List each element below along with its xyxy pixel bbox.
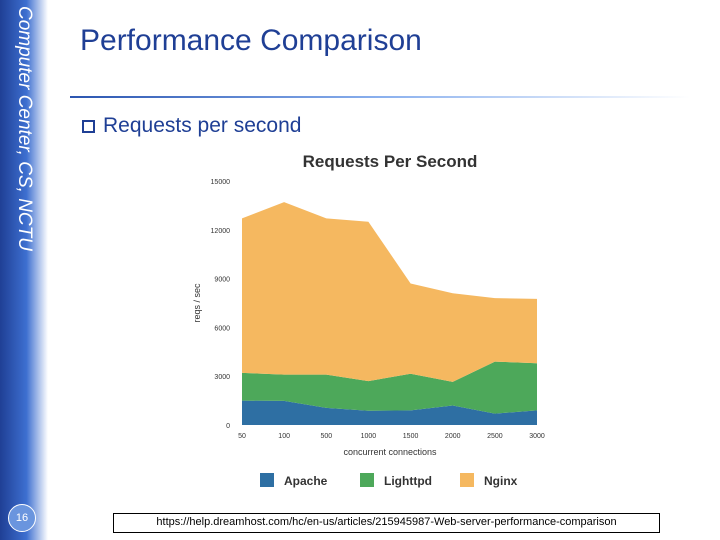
title-divider	[70, 96, 690, 98]
sidebar-vertical-text: Computer Center, CS, NCTU	[14, 6, 35, 251]
legend-swatch-nginx	[460, 473, 474, 487]
x-tick-label: 50	[238, 433, 246, 440]
chart-title: Requests Per Second	[303, 152, 478, 171]
checkbox-bullet-icon	[82, 120, 95, 133]
x-tick-label: 1500	[403, 433, 419, 440]
slide-title: Performance Comparison	[80, 24, 422, 57]
x-tick-label: 100	[278, 433, 290, 440]
y-tick-label: 12000	[211, 228, 231, 235]
legend-swatch-lighttpd	[360, 473, 374, 487]
bullet-text: Requests per second	[103, 114, 302, 137]
requests-chart: Requests Per Second 0 3000 6000 9000 12000 15…	[192, 152, 545, 488]
sidebar: Computer Center, CS, NCTU 16	[0, 0, 48, 540]
y-axis-label: reqs / sec	[192, 283, 202, 323]
area-apache	[242, 400, 537, 425]
y-tick-label: 6000	[214, 325, 230, 332]
y-tick-label: 0	[226, 423, 230, 430]
x-axis-ticks: 50 100 500 1000 1500 2000 2500 3000	[238, 433, 545, 440]
bullet-item: Requests per second	[82, 114, 301, 138]
chart-legend: Apache Lighttpd Nginx	[260, 473, 518, 488]
y-axis-ticks: 0 3000 6000 9000 12000 15000	[211, 179, 231, 430]
x-tick-label: 3000	[529, 433, 545, 440]
y-tick-label: 3000	[214, 374, 230, 381]
chart-areas	[242, 202, 537, 425]
y-tick-label: 9000	[214, 277, 230, 284]
x-axis-label: concurrent connections	[343, 447, 437, 457]
x-tick-label: 2500	[487, 433, 503, 440]
legend-swatch-apache	[260, 473, 274, 487]
x-tick-label: 2000	[445, 433, 461, 440]
source-link[interactable]: https://help.dreamhost.com/hc/en-us/arti…	[113, 513, 660, 533]
y-tick-label: 15000	[211, 179, 231, 186]
legend-label-apache: Apache	[284, 474, 328, 488]
page-number-badge: 16	[8, 504, 36, 532]
area-nginx	[242, 202, 537, 382]
legend-label-nginx: Nginx	[484, 474, 518, 488]
x-tick-label: 500	[320, 433, 332, 440]
x-tick-label: 1000	[361, 433, 377, 440]
legend-label-lighttpd: Lighttpd	[384, 474, 432, 488]
